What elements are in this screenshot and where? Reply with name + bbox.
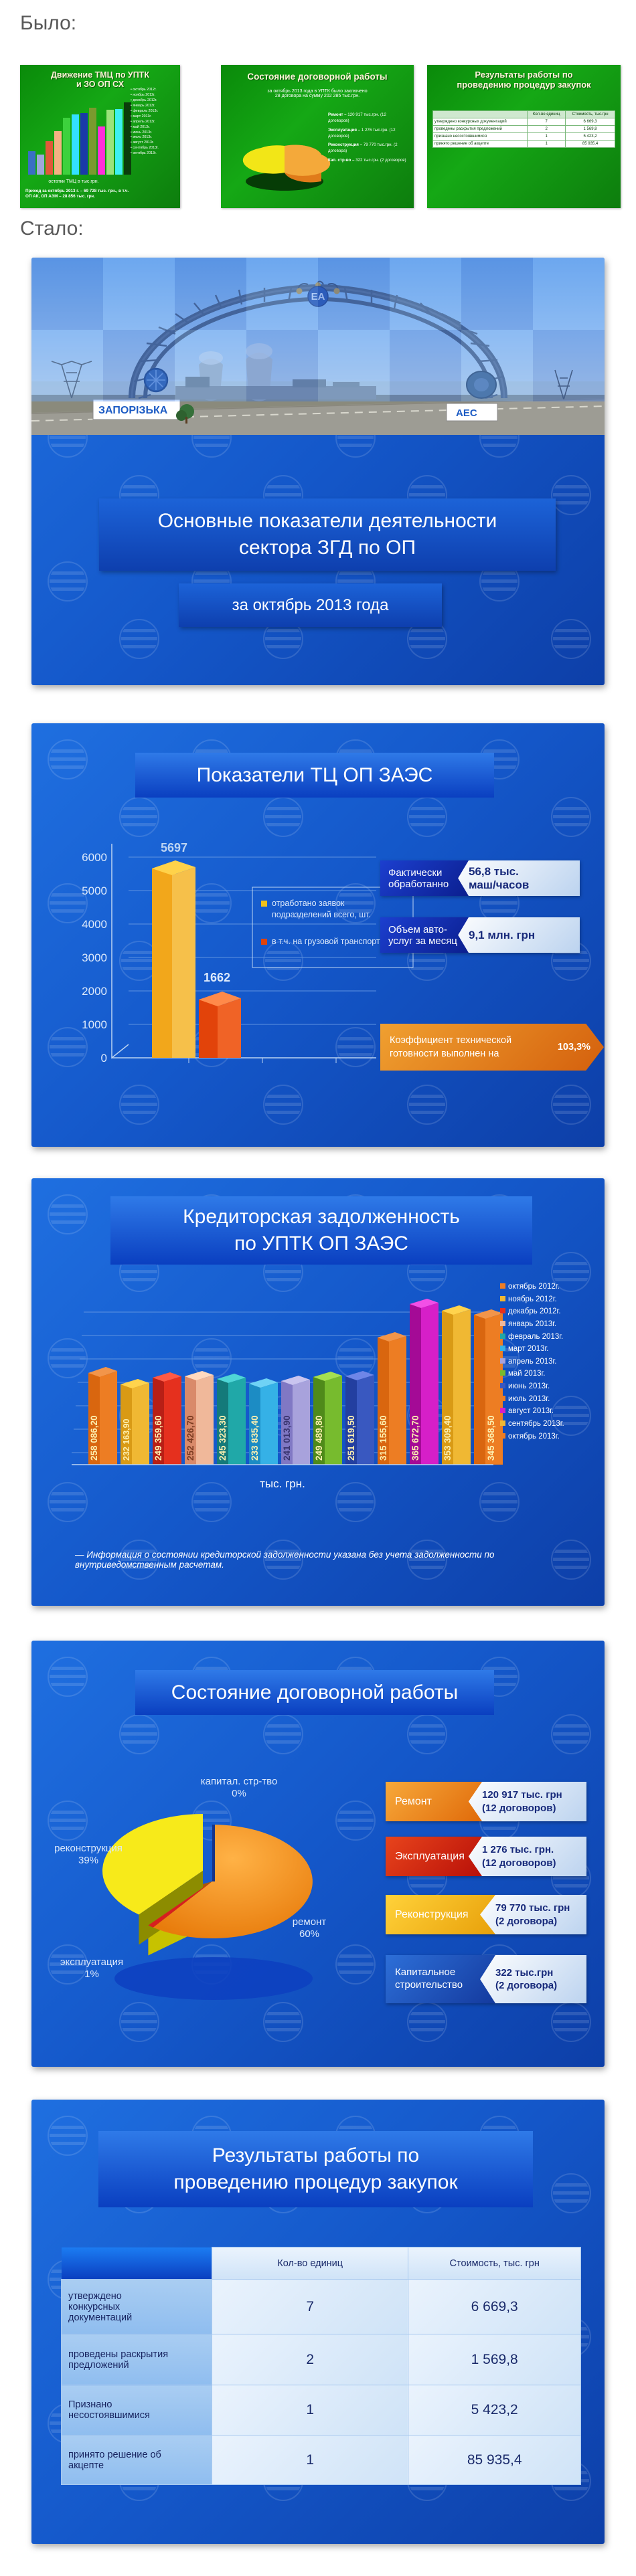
svg-text:тыс. грн.: тыс. грн. [260, 1477, 305, 1490]
svg-text:в т.ч. на грузовой транспорт: в т.ч. на грузовой транспорт [272, 937, 380, 946]
svg-text:252 426,70: 252 426,70 [185, 1415, 195, 1461]
svg-text:4000: 4000 [82, 918, 107, 931]
svg-text:345 368,50: 345 368,50 [486, 1415, 496, 1461]
svg-text:245 323,30: 245 323,30 [218, 1415, 228, 1461]
svg-text:1000: 1000 [82, 1018, 107, 1031]
svg-text:365 672,70: 365 672,70 [410, 1415, 420, 1461]
svg-text:капитал. стр-тво: капитал. стр-тво [201, 1776, 278, 1787]
svg-text:5000: 5000 [82, 885, 107, 897]
svg-text:0%: 0% [232, 1788, 246, 1799]
svg-text:353 309,40: 353 309,40 [443, 1415, 453, 1461]
svg-text:остатки ТМЦ в тыс.грн.: остатки ТМЦ в тыс.грн. [48, 179, 98, 184]
svg-text:2000: 2000 [82, 985, 107, 998]
svg-text:3000: 3000 [82, 951, 107, 964]
svg-text:60%: 60% [299, 1928, 319, 1940]
svg-text:315 155,60: 315 155,60 [378, 1415, 388, 1461]
svg-text:эксплуатация: эксплуатация [60, 1956, 123, 1968]
svg-text:249 359,60: 249 359,60 [153, 1415, 163, 1461]
svg-text:1662: 1662 [204, 971, 230, 984]
svg-text:241 013,90: 241 013,90 [282, 1415, 292, 1461]
svg-text:251 619,50: 251 619,50 [346, 1415, 356, 1461]
svg-text:подразделений всего, шт.: подразделений всего, шт. [272, 910, 371, 919]
svg-text:реконструкция: реконструкция [54, 1843, 123, 1854]
svg-text:6000: 6000 [82, 851, 107, 864]
svg-text:5697: 5697 [161, 841, 187, 854]
svg-text:233 835,40: 233 835,40 [250, 1415, 260, 1461]
svg-text:1%: 1% [84, 1968, 99, 1980]
svg-text:отработано заявок: отработано заявок [272, 899, 345, 908]
svg-text:ремонт: ремонт [293, 1916, 327, 1928]
svg-text:258 086,20: 258 086,20 [89, 1415, 99, 1461]
svg-text:232 163,90: 232 163,90 [122, 1418, 131, 1461]
svg-text:0: 0 [101, 1052, 107, 1065]
svg-text:249 489,80: 249 489,80 [314, 1415, 324, 1461]
svg-text:39%: 39% [78, 1855, 98, 1866]
